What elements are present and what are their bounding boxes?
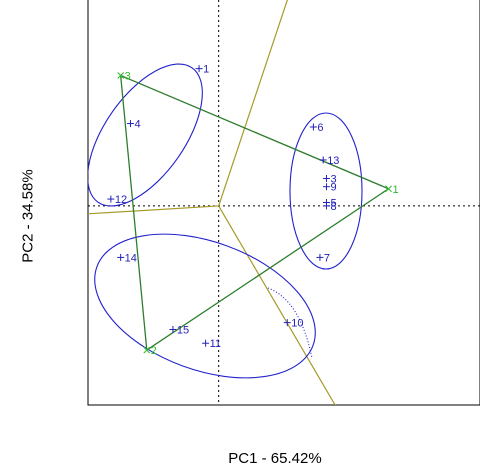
plot-frame — [87, 0, 480, 406]
point-label: 15 — [177, 324, 189, 336]
centroid-marker — [117, 72, 125, 79]
y-axis-label: PC2 - 34.58% — [19, 169, 37, 263]
data-point: 13 — [319, 155, 339, 167]
data-point: 3 — [322, 173, 337, 185]
data-point: 15 — [169, 324, 189, 336]
centroid-label: 3 — [125, 71, 131, 83]
point-label: 7 — [324, 252, 330, 264]
data-point: 4 — [126, 119, 141, 131]
point-label: 13 — [327, 155, 339, 167]
data-point: 6 — [309, 122, 324, 134]
data-point: 10 — [283, 318, 304, 330]
x-axis-label: PC1 - 65.42% — [228, 450, 322, 467]
point-label: 4 — [134, 119, 140, 131]
data-point: 12 — [107, 194, 127, 206]
centroid-triangle-edge — [120, 74, 389, 190]
point-label: 3 — [330, 173, 336, 185]
centroid-triangle-edge — [146, 188, 389, 351]
group-boundary-line — [218, 205, 336, 405]
centroid-point: 1 — [385, 184, 399, 196]
point-label: 10 — [291, 318, 303, 330]
centroid-point: 3 — [117, 71, 131, 83]
data-point: 7 — [316, 252, 330, 264]
group-boundary-line — [218, 0, 288, 207]
point-label: 5 — [330, 198, 336, 210]
data-point: 11 — [202, 338, 221, 350]
centroid-label: 2 — [151, 345, 157, 357]
group-boundary-line — [88, 205, 219, 215]
confidence-ellipse — [289, 112, 363, 270]
point-label: 1 — [203, 64, 209, 76]
point-label: 11 — [210, 338, 221, 350]
confidence-ellipse — [94, 233, 316, 379]
point-label: 14 — [125, 252, 137, 264]
data-point: 9 — [322, 182, 337, 194]
centroid-marker — [143, 346, 151, 354]
centroid-point: 2 — [143, 345, 157, 357]
centroid-marker — [385, 185, 392, 193]
centroid-label: 1 — [393, 184, 399, 196]
centroid-triangle-edge — [120, 75, 148, 351]
point-label: 6 — [317, 122, 323, 134]
point-label: 12 — [115, 194, 127, 206]
data-point: 1 — [195, 64, 209, 76]
point-label: 9 — [330, 182, 336, 194]
data-point: 14 — [117, 252, 137, 264]
data-point: 8 — [322, 201, 337, 213]
point-label: 8 — [330, 201, 336, 213]
dotted-ellipse-arc — [267, 287, 313, 359]
confidence-ellipse — [88, 63, 203, 207]
